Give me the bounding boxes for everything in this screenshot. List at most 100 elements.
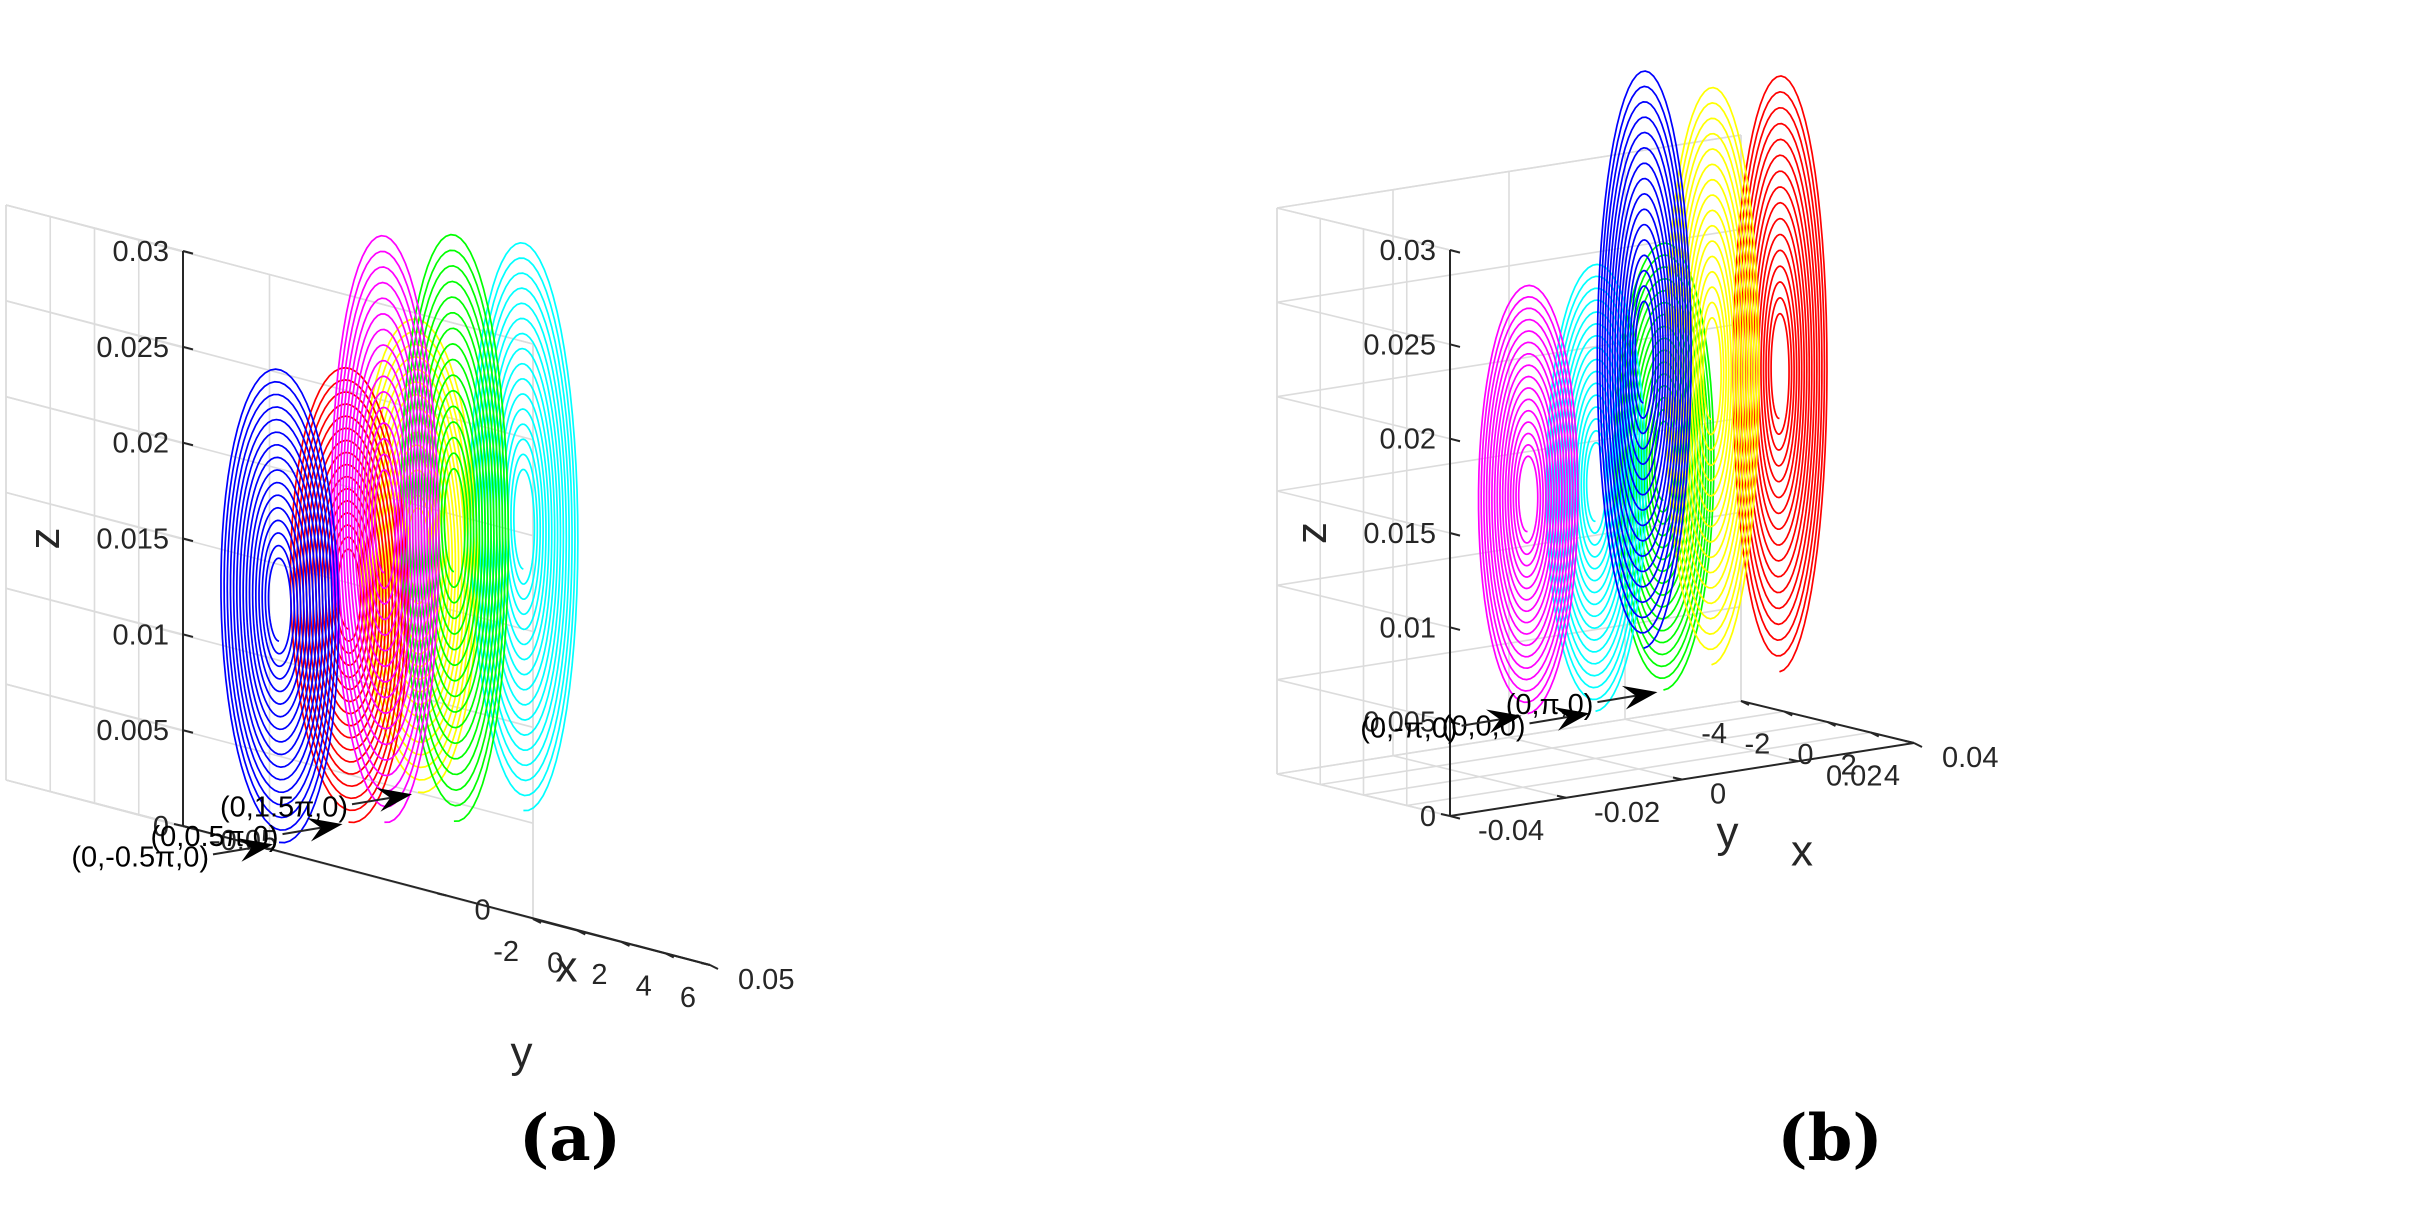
panel-b-y-tick-label: -2: [1744, 729, 1770, 761]
panel-b-z-tick-label: 0.025: [1363, 329, 1436, 361]
panel-a-z-tick: [182, 345, 194, 351]
panel-b-x-tick: [1556, 794, 1567, 799]
panel-b-annotation-arrow: [1597, 694, 1640, 704]
panel-b-x-tick: [1788, 758, 1799, 763]
panel-b-x-tick-label: -0.04: [1478, 815, 1544, 847]
panel-b-x-tick-label: 0.02: [1826, 760, 1882, 792]
panel-a-annotation-arrowhead: [376, 788, 412, 812]
panel-b-z-tick: [1449, 720, 1461, 726]
panel-b-z-tick-label: 0: [1420, 801, 1436, 833]
panel-b-z-tick-label: 0.005: [1363, 707, 1436, 739]
panel-b-x-tick-label: 0.04: [1942, 742, 1998, 774]
panel-b-series-line: [1596, 70, 1692, 650]
panel-b-grid-line: [1276, 207, 1451, 251]
panel-a-z-tick-label: 0.01: [113, 619, 169, 651]
panel-a-z-tick-label: 0: [153, 811, 169, 843]
panel-b-z-tick-label: 0.015: [1363, 518, 1436, 550]
panel-a-y-tick-label: 4: [636, 971, 652, 1003]
panel-a-z-tick: [182, 250, 194, 255]
panel-a-z-tick-label: 0.015: [96, 524, 169, 556]
panel-a-y-tick-label: 2: [591, 959, 607, 991]
panel-a-y-tick: [576, 929, 586, 936]
panel-a-y-tick-label: 6: [680, 982, 696, 1014]
panel-a-y-tick: [621, 941, 630, 947]
panel-a-z-tick-label: 0.005: [96, 715, 169, 747]
panel-a-series-line: [330, 234, 440, 824]
panel-b-x-tick-label: -0.02: [1594, 797, 1660, 829]
panel-a-annotation-label: (0,-0.5π,0): [71, 841, 209, 873]
panel-a-z-axis-label: z: [20, 528, 69, 550]
panel-a-z-tick-label: 0.025: [96, 332, 169, 364]
panel-b-y-tick: [1827, 721, 1836, 727]
panel-b-y-tick-label: 4: [1884, 760, 1900, 792]
panel-b-y-tick: [1870, 731, 1880, 738]
panel-b-z-tick: [1449, 343, 1461, 348]
panel-a-annotation-arrow: [212, 846, 256, 856]
panel-a-label: (a): [519, 1101, 621, 1176]
panel-a-z-tick-label: 0.02: [113, 428, 169, 460]
panel-b-y-tick-label: 2: [1841, 750, 1857, 782]
panel-b-z-tick-label: 0.01: [1380, 612, 1436, 644]
panel-a-x-tick: [173, 823, 184, 827]
panel-b-grid-line: [1624, 718, 1799, 763]
panel-b-annotation-arrowhead: [1486, 709, 1522, 734]
panel-b-series-line: [1664, 86, 1760, 666]
panel-a-y-tick-label: 0: [547, 948, 563, 980]
panel-b-series-line: [1732, 75, 1828, 673]
panel-a-y-tick: [665, 952, 675, 959]
panel-a-x-tick: [700, 962, 711, 966]
panel-b-plot: 00.0050.010.0150.020.0250.03-0.04-0.0200…: [1276, 70, 1998, 1176]
panel-a-z-tick: [182, 825, 194, 830]
panel-b-series-line: [1477, 284, 1579, 715]
panel-a-annotation-arrow: [351, 796, 395, 806]
panel-a-y-axis-label: y: [511, 1028, 533, 1077]
panel-a-x-axis-label: x: [556, 943, 578, 992]
panel-a-series-line: [469, 241, 579, 812]
panel-a-z-tick: [182, 729, 194, 734]
panel-b-grid-line: [1392, 754, 1567, 799]
panel-a-z-tick: [182, 537, 194, 543]
panel-a-z-tick: [182, 441, 194, 447]
panel-a-y-tick: [532, 918, 542, 924]
panel-b-annotation-arrow: [1461, 717, 1504, 727]
panel-b-x-tick: [1672, 776, 1683, 781]
panel-b-z-tick: [1449, 532, 1461, 537]
panel-b-x-tick-label: 0: [1710, 779, 1726, 811]
panel-b-annotation-label: (0,-π,0): [1360, 713, 1457, 745]
panel-a-grid-line: [5, 204, 184, 252]
panel-b-y-tick-label: 0: [1797, 739, 1813, 771]
panel-a-annotation-arrowhead: [237, 838, 273, 862]
panel-b-x-axis-label: x: [1791, 827, 1813, 876]
panel-a-series-line: [220, 368, 340, 844]
panel-b-y-tick-label: -4: [1701, 718, 1727, 750]
panel-a-y-tick-label: -2: [493, 936, 519, 968]
panel-a-grid-line: [5, 779, 184, 827]
panel-b-z-tick: [1449, 437, 1461, 443]
panel-b-z-tick: [1449, 626, 1461, 631]
panel-b-z-tick: [1449, 249, 1461, 254]
panel-b-z-tick: [1449, 815, 1461, 820]
panel-b-y-tick: [1740, 700, 1750, 706]
panel-b-x-tick: [1440, 813, 1451, 817]
panel-b-grid-line: [1508, 736, 1683, 781]
panel-b-y-tick: [1913, 742, 1923, 748]
panel-a-annotation-label: (0,1.5π,0): [220, 791, 348, 823]
panel-a-annotation-arrowhead: [307, 817, 343, 842]
panel-a-plot: 00.0050.010.0150.020.0250.03-0.0500.0564…: [5, 204, 794, 1176]
panel-b-annotation-arrowhead: [1553, 707, 1590, 731]
panel-a-x-tick-label: 0.05: [738, 964, 794, 996]
panel-a-y-tick: [709, 964, 719, 970]
panel-b-annotation-arrow: [1529, 715, 1572, 725]
panel-b-x-tick: [1904, 740, 1915, 744]
panel-a-z-tick: [182, 633, 194, 638]
panel-b-z-tick-label: 0.03: [1380, 235, 1436, 267]
panel-a-x-tick-label: 0: [475, 895, 491, 927]
panel-b-z-axis-label: z: [1287, 522, 1336, 544]
panel-a-z-tick-label: 0.03: [113, 236, 169, 268]
panel-b-y-tick: [1783, 710, 1793, 717]
panel-b-z-tick-label: 0.02: [1380, 424, 1436, 456]
panel-b-y-axis-label: y: [1717, 808, 1739, 857]
panel-b-grid-line: [1276, 773, 1451, 817]
panel-a-x-tick: [437, 892, 447, 897]
